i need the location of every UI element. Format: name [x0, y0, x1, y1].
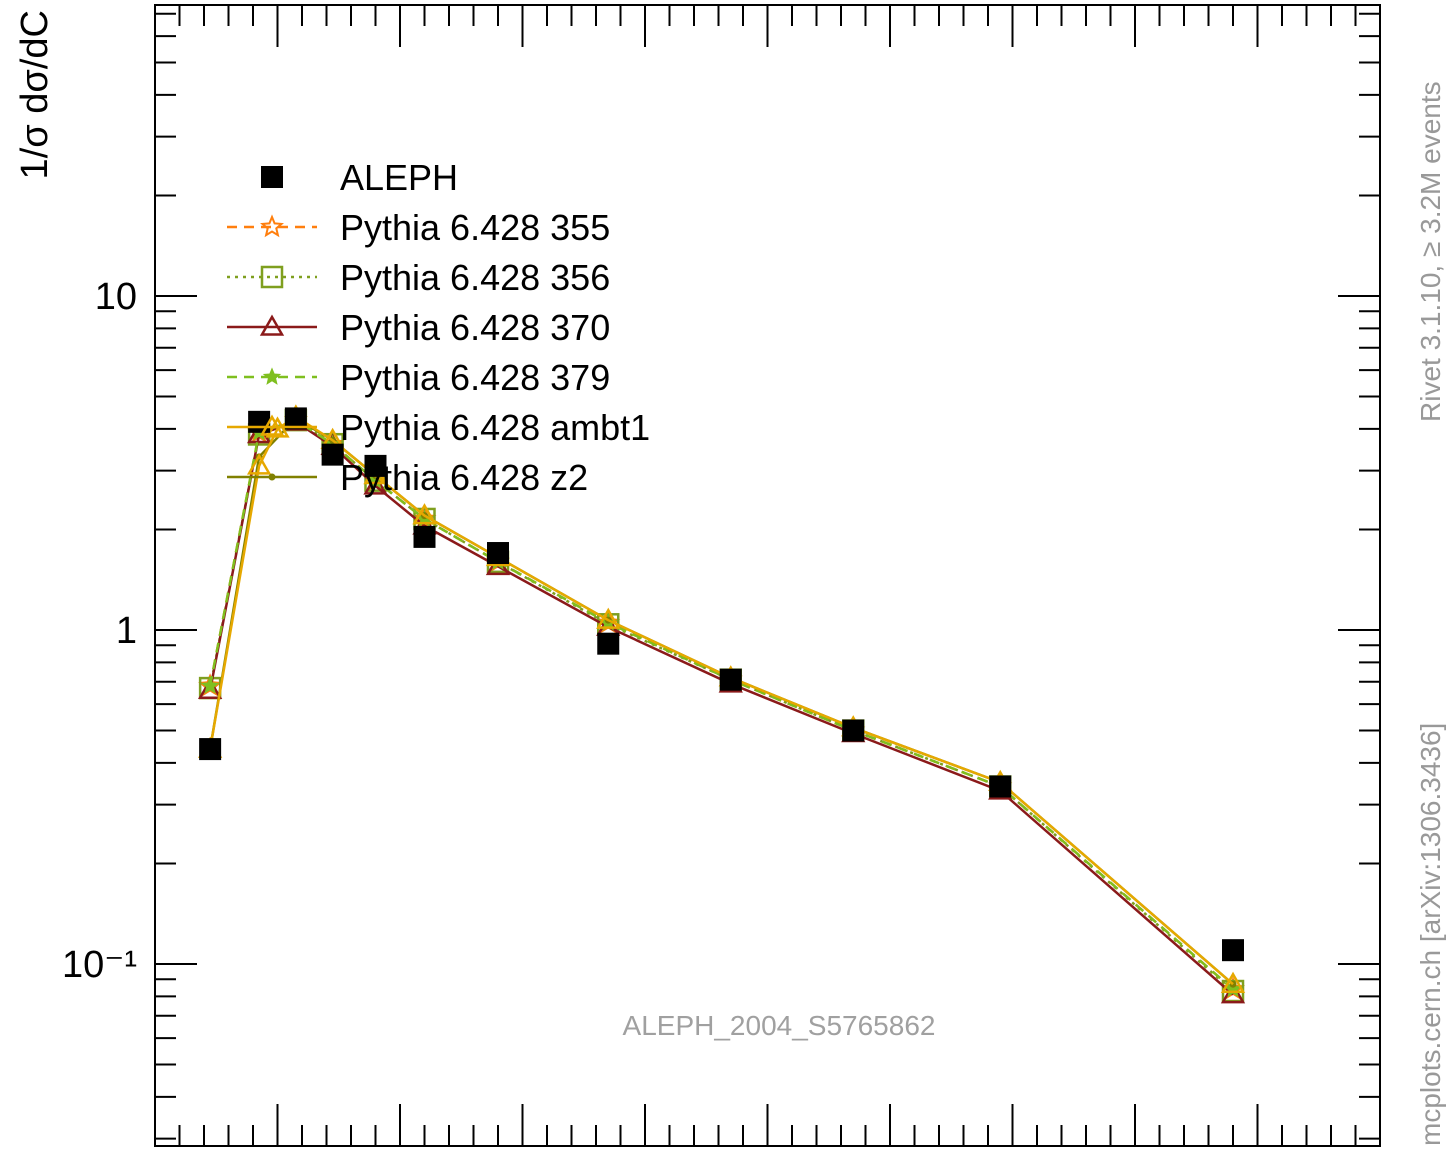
data-point [413, 525, 436, 548]
data-point [412, 503, 437, 525]
data-point [284, 407, 307, 430]
series-line [208, 416, 1234, 986]
data-point [597, 632, 620, 655]
data-point [1220, 971, 1246, 993]
plot-frame [154, 4, 1381, 1147]
legend-label: Pythia 6.428 379 [340, 357, 610, 398]
legend-label: ALEPH [340, 157, 458, 198]
legend-entry: Pythia 6.428 ambt1 [227, 407, 650, 448]
rivet-info-text: Rivet 3.1.10, ≥ 3.2M events [1415, 81, 1446, 422]
data-point [363, 473, 388, 495]
data-point [259, 414, 285, 436]
legend-entry: Pythia 6.428 z2 [227, 457, 588, 498]
data-point [261, 166, 283, 188]
series-line [208, 415, 1234, 986]
series-2 [198, 408, 1245, 1003]
legend-label: Pythia 6.428 356 [340, 257, 610, 298]
series-3 [197, 409, 1246, 1004]
y-tick-label: 10⁻¹ [62, 944, 137, 986]
data-point [596, 607, 621, 629]
data-point [201, 676, 220, 694]
data-point [1222, 939, 1244, 962]
legend-label: Pythia 6.428 355 [340, 207, 610, 248]
data-point [260, 214, 284, 238]
y-axis-label: 1/σ dσ/dC [14, 10, 56, 179]
y-tick-label: 1 [116, 610, 137, 652]
series-6 [206, 414, 1237, 988]
data-point [268, 473, 276, 481]
data-point [259, 314, 285, 336]
data-point [842, 719, 865, 742]
watermark-text: ALEPH_2004_S5765862 [623, 1010, 936, 1041]
data-point [1220, 982, 1246, 1004]
data-point [989, 775, 1012, 798]
data-point [321, 443, 344, 466]
data-point [199, 738, 222, 761]
data-point [248, 410, 271, 433]
data-point [198, 673, 223, 697]
legend-entry: ALEPH [261, 157, 458, 198]
legend-label: Pythia 6.428 370 [340, 307, 610, 348]
series-line [208, 418, 1234, 991]
data-point [719, 668, 742, 691]
data-point [197, 677, 223, 700]
data-point [364, 454, 387, 477]
mcplots-credit-text: mcplots.cern.ch [arXiv:1306.3436] [1415, 723, 1446, 1146]
legend-entry: Pythia 6.428 370 [227, 307, 610, 348]
series-line [208, 418, 1234, 991]
series-0 [199, 407, 1244, 962]
data-point [487, 542, 509, 565]
legend-label: Pythia 6.428 ambt1 [340, 407, 650, 448]
legend-label: Pythia 6.428 z2 [340, 457, 588, 498]
data-point [262, 367, 282, 385]
legend-entry: Pythia 6.428 355 [227, 207, 610, 248]
y-tick-label: 10 [95, 276, 137, 318]
series-1 [198, 407, 1245, 1000]
data-point [260, 265, 284, 289]
series-line [208, 418, 1234, 992]
data-point [246, 453, 272, 475]
series-line [208, 420, 1234, 996]
legend-entry: Pythia 6.428 356 [227, 257, 610, 298]
series-4 [201, 410, 1243, 998]
legend-entry: Pythia 6.428 379 [227, 357, 610, 398]
